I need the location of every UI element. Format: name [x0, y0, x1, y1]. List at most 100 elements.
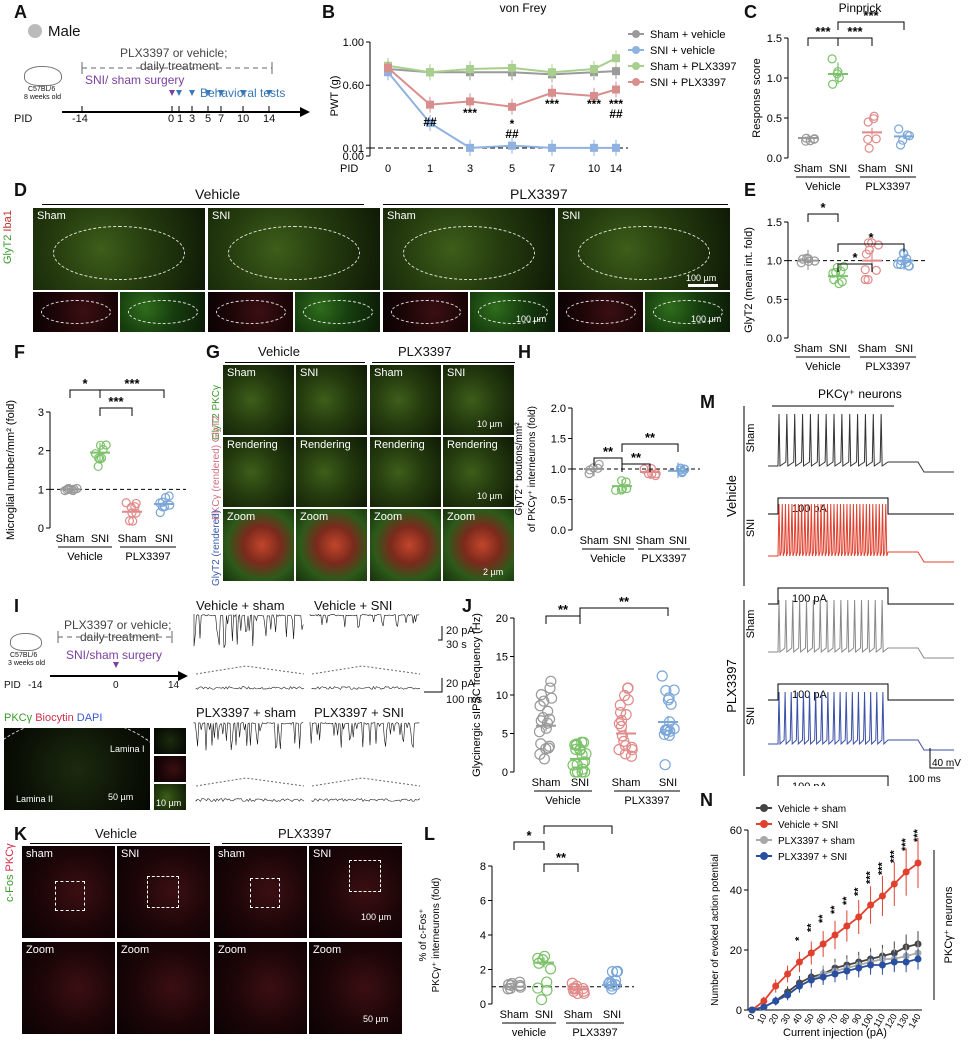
micrograph-g-zoom: Zoom: [223, 509, 294, 581]
micrograph-d-glyt2: [295, 292, 380, 332]
data-point: [619, 740, 632, 752]
data-point: [828, 79, 838, 89]
data-point: [121, 498, 131, 508]
chart-title: von Frey: [500, 1, 547, 15]
data-point: [855, 913, 863, 921]
y-tick-label: 1.5: [767, 217, 782, 229]
y-tick-label: 3: [38, 407, 44, 419]
significance-marker: ***: [545, 97, 559, 111]
data-point: [545, 675, 557, 687]
scale-bar: [438, 626, 443, 641]
sipsc-trace: [309, 722, 420, 749]
data-point: [613, 718, 625, 730]
data-point: [612, 54, 620, 63]
x-tick-label: 30: [779, 1012, 793, 1026]
data-point: [807, 976, 815, 984]
data-point: [869, 114, 879, 124]
data-point: [93, 461, 103, 472]
significance-stars: *: [793, 936, 805, 941]
x-tick-label: 0: [746, 1012, 757, 1021]
data-point: [668, 723, 680, 735]
data-point: [535, 689, 547, 701]
legend-label: SNI + vehicle: [650, 45, 715, 57]
micrograph-d-vehicle-sni: SNI: [208, 208, 380, 290]
significance-stars: **: [631, 450, 642, 465]
y-tick-label: 0.5: [551, 495, 566, 507]
significance-stars: ***: [900, 837, 912, 851]
significance-marker: ***: [609, 97, 623, 111]
data-point: [616, 730, 629, 742]
significance-marker: ***: [463, 106, 477, 120]
chart-h: 0.0 0.5 1.0 1.5 2.0 GlyT2⁺ boutons/mm² of PKCγ…: [514, 403, 700, 565]
data-point: [843, 967, 851, 975]
panel-label-i: I: [14, 596, 20, 616]
data-point: [819, 940, 827, 948]
k-vehicle-bar: [30, 843, 210, 844]
x-tick-label: SNI: [535, 1009, 553, 1021]
group-plx-header: PLX3397: [510, 186, 568, 202]
data-point: [668, 684, 680, 696]
micrograph-d-glyt2: [120, 292, 205, 332]
data-point: [622, 483, 632, 494]
data-point: [838, 261, 849, 272]
data-point: [659, 759, 671, 771]
mouse-icon: [10, 633, 42, 651]
data-point: [611, 966, 623, 978]
chart-j: 0 5 10 15 20 Glycinergic sIPSC frequency (Hz)…: [471, 594, 680, 807]
data-point: [863, 275, 873, 285]
data-point: [871, 265, 881, 276]
pid-tick: 5: [205, 113, 212, 125]
micrograph-k: SNI: [117, 846, 210, 938]
micrograph-k: sham: [22, 846, 115, 938]
current-step: [768, 683, 954, 701]
y-tick-label: 0.5: [767, 294, 782, 306]
legend-label: PLX3397 + SNI: [778, 852, 847, 863]
g-vehicle-header: Vehicle: [258, 344, 300, 359]
x-tick-label: SNI: [571, 777, 589, 789]
trace-label: Vehicle + SNI: [314, 598, 393, 613]
significance-bracket: [69, 389, 101, 398]
legend-label: Vehicle + SNI: [778, 820, 838, 831]
data-point: [807, 949, 815, 957]
ap-trace: [768, 691, 954, 751]
trace-label: Vehicle + sham: [196, 598, 285, 613]
significance-stars: *: [820, 200, 826, 215]
significance-bracket: [837, 243, 905, 252]
x-tick-label: SNI: [829, 163, 847, 175]
x-tick-label: 10: [588, 163, 600, 175]
current-step: [777, 775, 889, 786]
y-tick-label: 0.0: [767, 153, 782, 165]
scale-bar: [929, 748, 954, 769]
treatment-label: PLX3397 or vehicle;: [120, 46, 228, 60]
surgery-label: SNI/ sham surgery: [85, 73, 185, 87]
legend-marker: [760, 804, 768, 812]
significance-bracket: [593, 457, 623, 466]
data-point: [426, 68, 434, 77]
data-point: [890, 880, 898, 888]
series-line: [387, 71, 616, 149]
data-point: [612, 143, 620, 152]
x-tick-label: Sham: [580, 535, 609, 547]
data-point: [878, 961, 886, 969]
y-tick-label: 1.5: [551, 434, 566, 446]
x-tick-label: Sham: [858, 163, 887, 175]
significance-stars: **: [853, 887, 865, 896]
data-point: [831, 970, 839, 978]
i-stain-label: PKCγ Biocytin DAPI: [4, 712, 103, 724]
data-point: [537, 711, 549, 724]
x-tick-label: 0: [385, 163, 391, 175]
micrograph-g-rendering: Rendering: [370, 437, 441, 507]
pid-tick: 0: [168, 113, 175, 125]
current-step-label: 100 pA: [792, 593, 828, 605]
data-point: [828, 268, 838, 278]
panel-label-n: N: [700, 790, 713, 810]
data-point: [603, 978, 615, 990]
y-tick-label: 1.00: [343, 37, 364, 49]
trace-group-label: Sham: [745, 424, 757, 453]
x-tick-label: SNI: [603, 1009, 621, 1021]
i-pid-tick: -14: [28, 680, 43, 691]
i-treatment: PLX3397 or vehicle;: [64, 618, 172, 632]
x-tick-label: 14: [610, 163, 622, 175]
significance-stars: **: [805, 923, 817, 932]
x-tick-label: 140: [907, 1012, 923, 1030]
